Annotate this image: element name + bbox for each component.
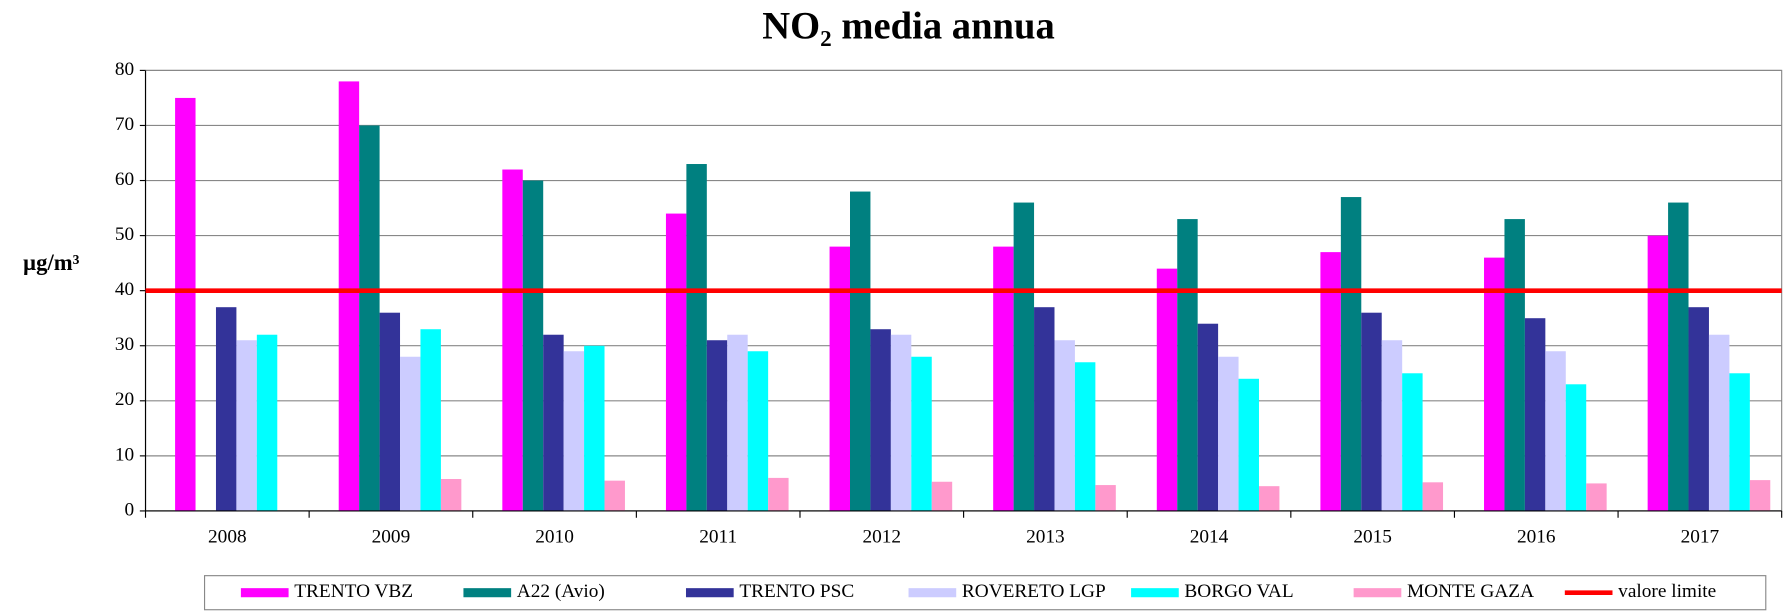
y-tick-label: 80 [115, 59, 134, 80]
bar [1340, 197, 1362, 511]
bar [686, 164, 707, 511]
bar [1381, 340, 1403, 511]
bar [1095, 485, 1116, 511]
legend-label: A22 (Avio) [517, 581, 605, 602]
x-tick-label: 2013 [1026, 527, 1065, 548]
bar [1484, 257, 1505, 511]
bar [1688, 307, 1709, 511]
bar [256, 334, 278, 511]
bar [440, 479, 462, 511]
bar [727, 334, 748, 511]
x-tick-label: 2009 [372, 527, 411, 548]
bar [890, 334, 912, 511]
bar [604, 480, 625, 511]
bar [1034, 307, 1055, 511]
bar [215, 307, 237, 511]
bar [1504, 219, 1525, 511]
bar [870, 329, 891, 511]
bar [1647, 235, 1669, 511]
legend-swatch [685, 588, 734, 598]
bar [1402, 373, 1423, 511]
bar [584, 345, 605, 511]
bar [1320, 252, 1341, 511]
legend-label: ROVERETO LGP [962, 581, 1106, 602]
bar [1218, 356, 1239, 511]
bar [1729, 373, 1750, 511]
legend-label: MONTE GAZA [1407, 581, 1534, 602]
bar [931, 481, 953, 511]
legend-label: TRENTO VBZ [294, 581, 413, 602]
bar [768, 477, 789, 511]
bar [338, 81, 360, 511]
legend-swatch [463, 588, 512, 598]
bar [1258, 486, 1280, 511]
legend-swatch [240, 588, 289, 598]
bar [706, 340, 728, 511]
bar [1074, 362, 1096, 511]
bar [236, 340, 257, 511]
bar [1238, 378, 1259, 511]
legend-label: BORGO VAL [1184, 581, 1293, 602]
bar [1013, 202, 1035, 511]
bar [1565, 384, 1587, 511]
bar [1708, 334, 1730, 511]
x-tick-label: 2016 [1517, 527, 1556, 548]
bar [1054, 340, 1075, 511]
bar [1156, 268, 1178, 511]
bar [502, 169, 523, 511]
bar [849, 191, 871, 511]
y-tick-label: 0 [125, 499, 135, 520]
y-tick-label: 10 [115, 444, 134, 465]
legend-label: TRENTO PSC [739, 581, 854, 602]
bar [379, 312, 401, 511]
bar [420, 329, 441, 511]
bar [175, 97, 196, 511]
bar [665, 213, 687, 511]
x-tick-label: 2017 [1681, 527, 1720, 548]
bar [1197, 323, 1219, 511]
legend-swatch [908, 588, 957, 598]
legend-label: valore limite [1618, 581, 1716, 602]
bar [1668, 202, 1689, 511]
y-axis-label: µg/m³ [23, 250, 80, 275]
y-tick-label: 20 [115, 389, 134, 410]
bar [1361, 312, 1382, 511]
bar [1545, 351, 1566, 511]
bar [563, 351, 585, 511]
legend-swatch [1353, 588, 1402, 598]
x-tick-label: 2012 [862, 527, 901, 548]
y-tick-label: 50 [115, 224, 134, 245]
bar [400, 356, 421, 511]
x-tick-label: 2011 [699, 527, 737, 548]
bar [911, 356, 932, 511]
bar [522, 180, 544, 511]
y-tick-label: 30 [115, 334, 134, 355]
x-tick-label: 2008 [208, 527, 247, 548]
y-tick-label: 40 [115, 279, 134, 300]
y-tick-label: 70 [115, 114, 134, 135]
bar [1422, 482, 1444, 511]
bar [1749, 480, 1771, 511]
bar [359, 125, 380, 511]
bar [1524, 318, 1546, 511]
y-tick-label: 60 [115, 169, 134, 190]
bar [1177, 219, 1198, 511]
bar [1586, 483, 1607, 511]
x-tick-label: 2014 [1190, 527, 1229, 548]
bar [829, 246, 850, 511]
x-tick-label: 2015 [1353, 527, 1392, 548]
bar [747, 351, 769, 511]
x-tick-label: 2010 [535, 527, 574, 548]
bar [993, 246, 1014, 511]
chart-title: NO₂ media annua [762, 5, 1055, 47]
legend-swatch [1131, 588, 1179, 598]
bar [543, 334, 564, 511]
